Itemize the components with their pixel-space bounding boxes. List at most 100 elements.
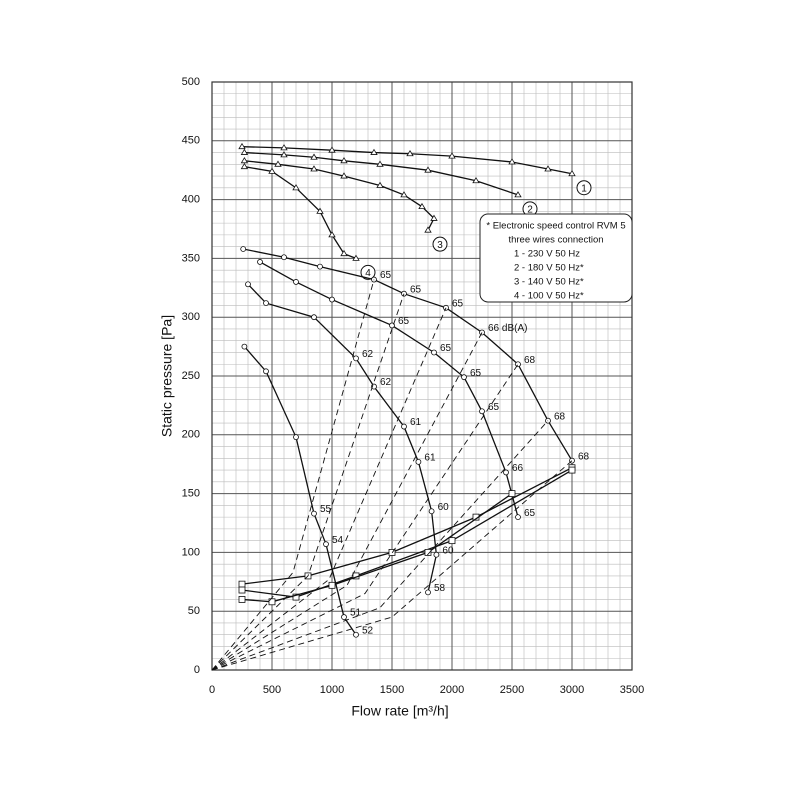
db-label: 61 [424,452,436,463]
point [514,191,522,198]
point [238,142,246,150]
point [472,177,480,184]
point [280,151,288,158]
point [241,343,248,350]
point [263,300,269,306]
y-tick-label: 450 [182,135,200,147]
legend-text: 3 - 140 V 50 Hz* [514,277,584,288]
curve [241,146,573,175]
point [311,510,317,517]
point [424,226,432,233]
point [370,148,378,155]
curve-id-circle [360,264,376,280]
y-tick-label: 0 [194,664,200,676]
db-label: 66 [512,463,524,474]
db-label: 54 [332,535,344,546]
db-label: 68 [524,355,536,366]
x-tick-label: 2500 [500,684,524,696]
point [353,355,359,362]
point [503,469,509,476]
point [568,466,576,474]
db-label: 62 [362,349,374,360]
curve [211,279,375,671]
curve [244,151,519,196]
point [568,169,576,177]
point [479,408,485,415]
db-label: 65 [452,298,464,309]
db-label: 65 [410,284,422,295]
curve-id-circle [432,236,448,252]
curve-id: 2 [527,205,533,216]
point [515,514,521,521]
db-label: 68 [554,411,566,422]
point [424,549,432,556]
legend-text: * Electronic speed control RVM 5 [486,221,625,232]
point [415,458,422,465]
db-label: 65 [380,270,392,281]
point [293,434,299,441]
point [328,231,336,238]
point [328,581,336,589]
curve [243,248,573,462]
curve [211,332,483,671]
point [433,551,440,558]
point [376,160,384,167]
point [376,181,384,188]
y-tick-label: 500 [182,76,200,88]
legend-text: 1 - 230 V 50 Hz [514,249,580,260]
point [317,263,323,270]
x-tick-label: 0 [209,684,215,696]
point [353,631,359,638]
x-tick-label: 3500 [620,684,644,696]
point [430,214,438,221]
point [245,281,251,288]
point [274,160,282,167]
y-tick-label: 150 [182,488,200,500]
x-tick-label: 3000 [560,684,584,696]
curve [243,346,357,636]
point [280,144,288,151]
curve-id: 1 [581,183,587,194]
y-tick-label: 250 [182,370,200,382]
point [263,368,269,375]
point [328,146,336,153]
point [293,279,299,285]
curve-id-circle [576,180,592,196]
curve [241,467,573,585]
point [292,184,300,191]
point [268,167,276,174]
point [238,580,246,588]
legend-text: 2 - 180 V 50 Hz* [514,263,584,274]
point [292,593,300,601]
point [448,152,456,159]
y-tick-label: 350 [182,252,200,264]
y-tick-label: 50 [188,605,200,617]
db-label: 65 [440,343,452,354]
legend-text: three wires connection [508,235,603,246]
db-label: 51 [350,608,362,619]
db-label: 52 [362,625,374,636]
db-label: 62 [380,377,392,388]
point [406,149,414,157]
y-tick-label: 100 [182,546,200,558]
point [329,296,335,303]
point [340,249,348,257]
y-tick-label: 200 [182,429,200,441]
y-tick-label: 300 [182,311,200,323]
point [515,361,521,368]
point [424,166,432,173]
point [257,259,263,265]
db-label: 65 [488,402,500,413]
point [508,490,516,498]
point [281,254,287,261]
point [341,614,347,620]
plot-frame [211,81,633,671]
point [240,162,249,170]
y-tick-label: 400 [182,194,200,206]
x-tick-label: 500 [263,684,281,696]
point [428,508,435,515]
curve-id: 4 [365,268,371,279]
point [340,157,348,164]
db-label: 60 [442,545,454,556]
